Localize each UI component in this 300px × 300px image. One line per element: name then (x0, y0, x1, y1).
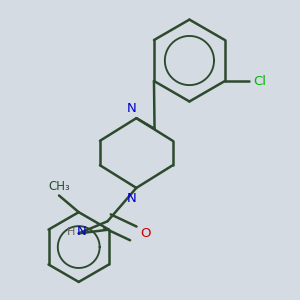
Text: O: O (140, 227, 151, 240)
Text: H: H (67, 227, 76, 237)
Text: N: N (127, 192, 137, 205)
Text: N: N (127, 101, 137, 115)
Text: N: N (77, 225, 87, 239)
Text: CH₃: CH₃ (48, 180, 70, 193)
Text: Cl: Cl (254, 74, 267, 88)
